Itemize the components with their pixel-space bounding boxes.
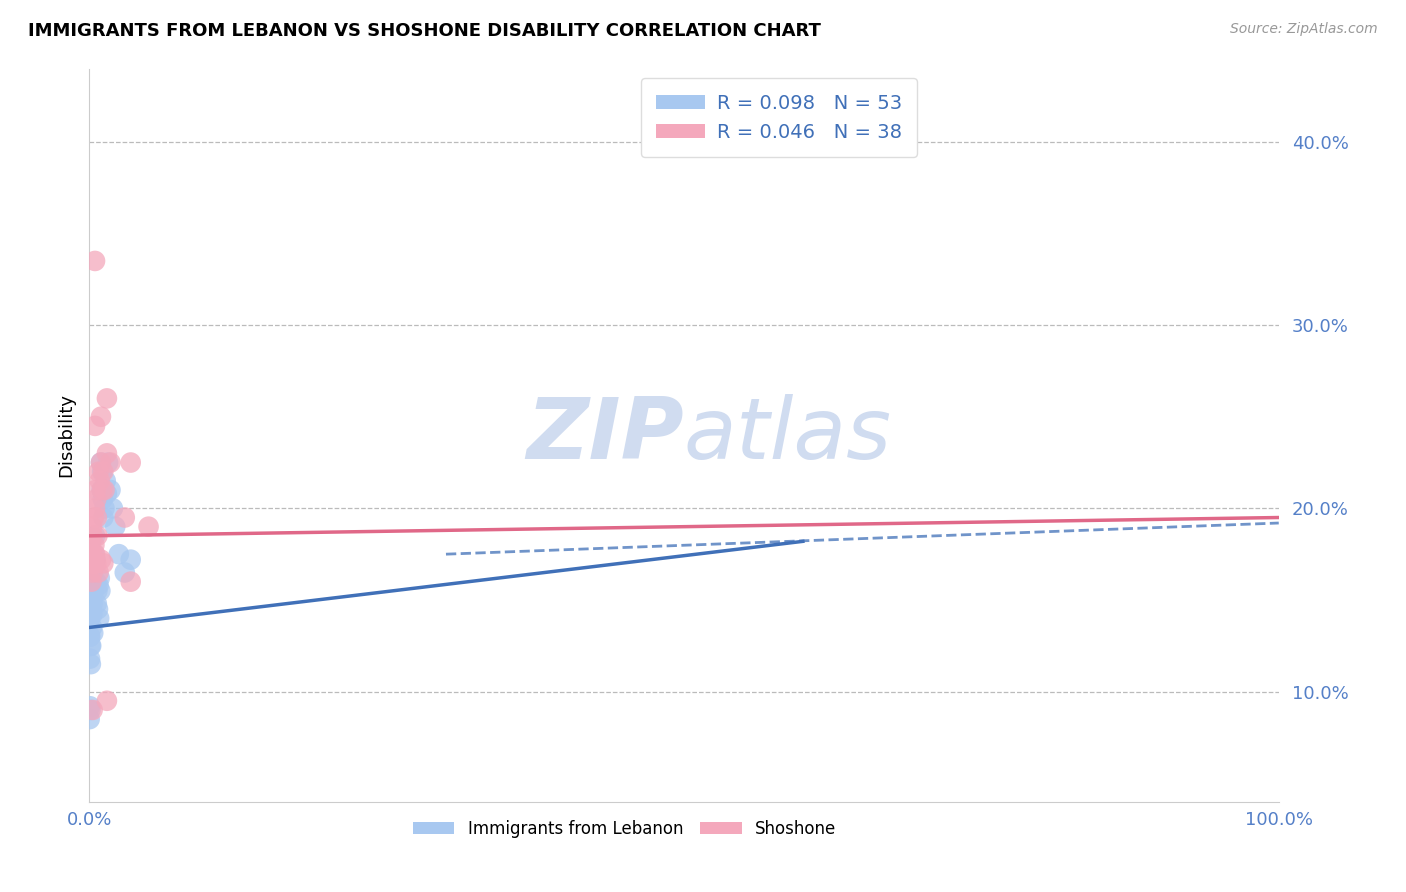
- Immigrants from Lebanon: [120, 552, 142, 566]
- Shoshone: [100, 456, 122, 470]
- Shoshone: [93, 483, 115, 497]
- Immigrants from Lebanon: [83, 547, 105, 561]
- Immigrants from Lebanon: [87, 602, 110, 616]
- Immigrants from Lebanon: [87, 578, 110, 592]
- Immigrants from Lebanon: [79, 583, 101, 598]
- Immigrants from Lebanon: [82, 566, 104, 580]
- Immigrants from Lebanon: [108, 547, 131, 561]
- Shoshone: [84, 418, 107, 433]
- Shoshone: [91, 483, 114, 497]
- Shoshone: [96, 392, 118, 406]
- Immigrants from Lebanon: [89, 583, 111, 598]
- Immigrants from Lebanon: [91, 492, 114, 507]
- Immigrants from Lebanon: [89, 571, 111, 585]
- Shoshone: [90, 456, 112, 470]
- Immigrants from Lebanon: [79, 699, 101, 714]
- Immigrants from Lebanon: [94, 474, 117, 488]
- Immigrants from Lebanon: [83, 583, 105, 598]
- Immigrants from Lebanon: [80, 602, 103, 616]
- Shoshone: [80, 519, 103, 533]
- Shoshone: [93, 465, 115, 479]
- Immigrants from Lebanon: [96, 486, 118, 500]
- Immigrants from Lebanon: [83, 560, 105, 574]
- Shoshone: [86, 510, 108, 524]
- Immigrants from Lebanon: [97, 456, 120, 470]
- Shoshone: [96, 694, 118, 708]
- Shoshone: [83, 510, 105, 524]
- Immigrants from Lebanon: [90, 483, 112, 497]
- Immigrants from Lebanon: [80, 657, 103, 672]
- Immigrants from Lebanon: [84, 574, 107, 589]
- Immigrants from Lebanon: [79, 712, 101, 726]
- Immigrants from Lebanon: [80, 602, 103, 616]
- Immigrants from Lebanon: [114, 566, 136, 580]
- Immigrants from Lebanon: [80, 639, 103, 653]
- Shoshone: [80, 547, 103, 561]
- Shoshone: [84, 557, 107, 571]
- Shoshone: [120, 574, 142, 589]
- Immigrants from Lebanon: [93, 510, 115, 524]
- Immigrants from Lebanon: [79, 630, 101, 644]
- Immigrants from Lebanon: [80, 578, 103, 592]
- Text: atlas: atlas: [683, 393, 891, 476]
- Text: ZIP: ZIP: [526, 393, 683, 476]
- Immigrants from Lebanon: [80, 574, 103, 589]
- Immigrants from Lebanon: [91, 465, 114, 479]
- Shoshone: [82, 566, 104, 580]
- Shoshone: [138, 519, 160, 533]
- Immigrants from Lebanon: [86, 583, 108, 598]
- Immigrants from Lebanon: [104, 519, 127, 533]
- Immigrants from Lebanon: [82, 607, 104, 622]
- Shoshone: [84, 483, 107, 497]
- Shoshone: [83, 557, 105, 571]
- Immigrants from Lebanon: [79, 651, 101, 665]
- Text: IMMIGRANTS FROM LEBANON VS SHOSHONE DISABILITY CORRELATION CHART: IMMIGRANTS FROM LEBANON VS SHOSHONE DISA…: [28, 22, 821, 40]
- Shoshone: [80, 538, 103, 552]
- Immigrants from Lebanon: [79, 590, 101, 604]
- Shoshone: [114, 510, 136, 524]
- Shoshone: [90, 409, 112, 424]
- Shoshone: [84, 547, 107, 561]
- Immigrants from Lebanon: [79, 611, 101, 625]
- Immigrants from Lebanon: [82, 597, 104, 611]
- Immigrants from Lebanon: [100, 483, 122, 497]
- Immigrants from Lebanon: [84, 552, 107, 566]
- Shoshone: [80, 574, 103, 589]
- Shoshone: [82, 703, 104, 717]
- Immigrants from Lebanon: [89, 611, 111, 625]
- Y-axis label: Disability: Disability: [58, 393, 75, 477]
- Immigrants from Lebanon: [80, 620, 103, 634]
- Shoshone: [120, 456, 142, 470]
- Shoshone: [90, 552, 112, 566]
- Shoshone: [83, 538, 105, 552]
- Immigrants from Lebanon: [79, 703, 101, 717]
- Immigrants from Lebanon: [82, 557, 104, 571]
- Immigrants from Lebanon: [79, 639, 101, 653]
- Immigrants from Lebanon: [82, 626, 104, 640]
- Shoshone: [93, 557, 115, 571]
- Immigrants from Lebanon: [79, 566, 101, 580]
- Shoshone: [82, 529, 104, 543]
- Legend: Immigrants from Lebanon, Shoshone: Immigrants from Lebanon, Shoshone: [406, 814, 842, 845]
- Shoshone: [84, 254, 107, 268]
- Immigrants from Lebanon: [93, 501, 115, 516]
- Shoshone: [96, 446, 118, 460]
- Immigrants from Lebanon: [84, 529, 107, 543]
- Shoshone: [82, 557, 104, 571]
- Immigrants from Lebanon: [90, 456, 112, 470]
- Immigrants from Lebanon: [79, 574, 101, 589]
- Immigrants from Lebanon: [79, 630, 101, 644]
- Shoshone: [87, 566, 110, 580]
- Shoshone: [89, 474, 111, 488]
- Immigrants from Lebanon: [101, 501, 124, 516]
- Immigrants from Lebanon: [86, 597, 108, 611]
- Text: Source: ZipAtlas.com: Source: ZipAtlas.com: [1230, 22, 1378, 37]
- Immigrants from Lebanon: [80, 593, 103, 607]
- Shoshone: [87, 465, 110, 479]
- Shoshone: [84, 501, 107, 516]
- Shoshone: [84, 492, 107, 507]
- Shoshone: [86, 529, 108, 543]
